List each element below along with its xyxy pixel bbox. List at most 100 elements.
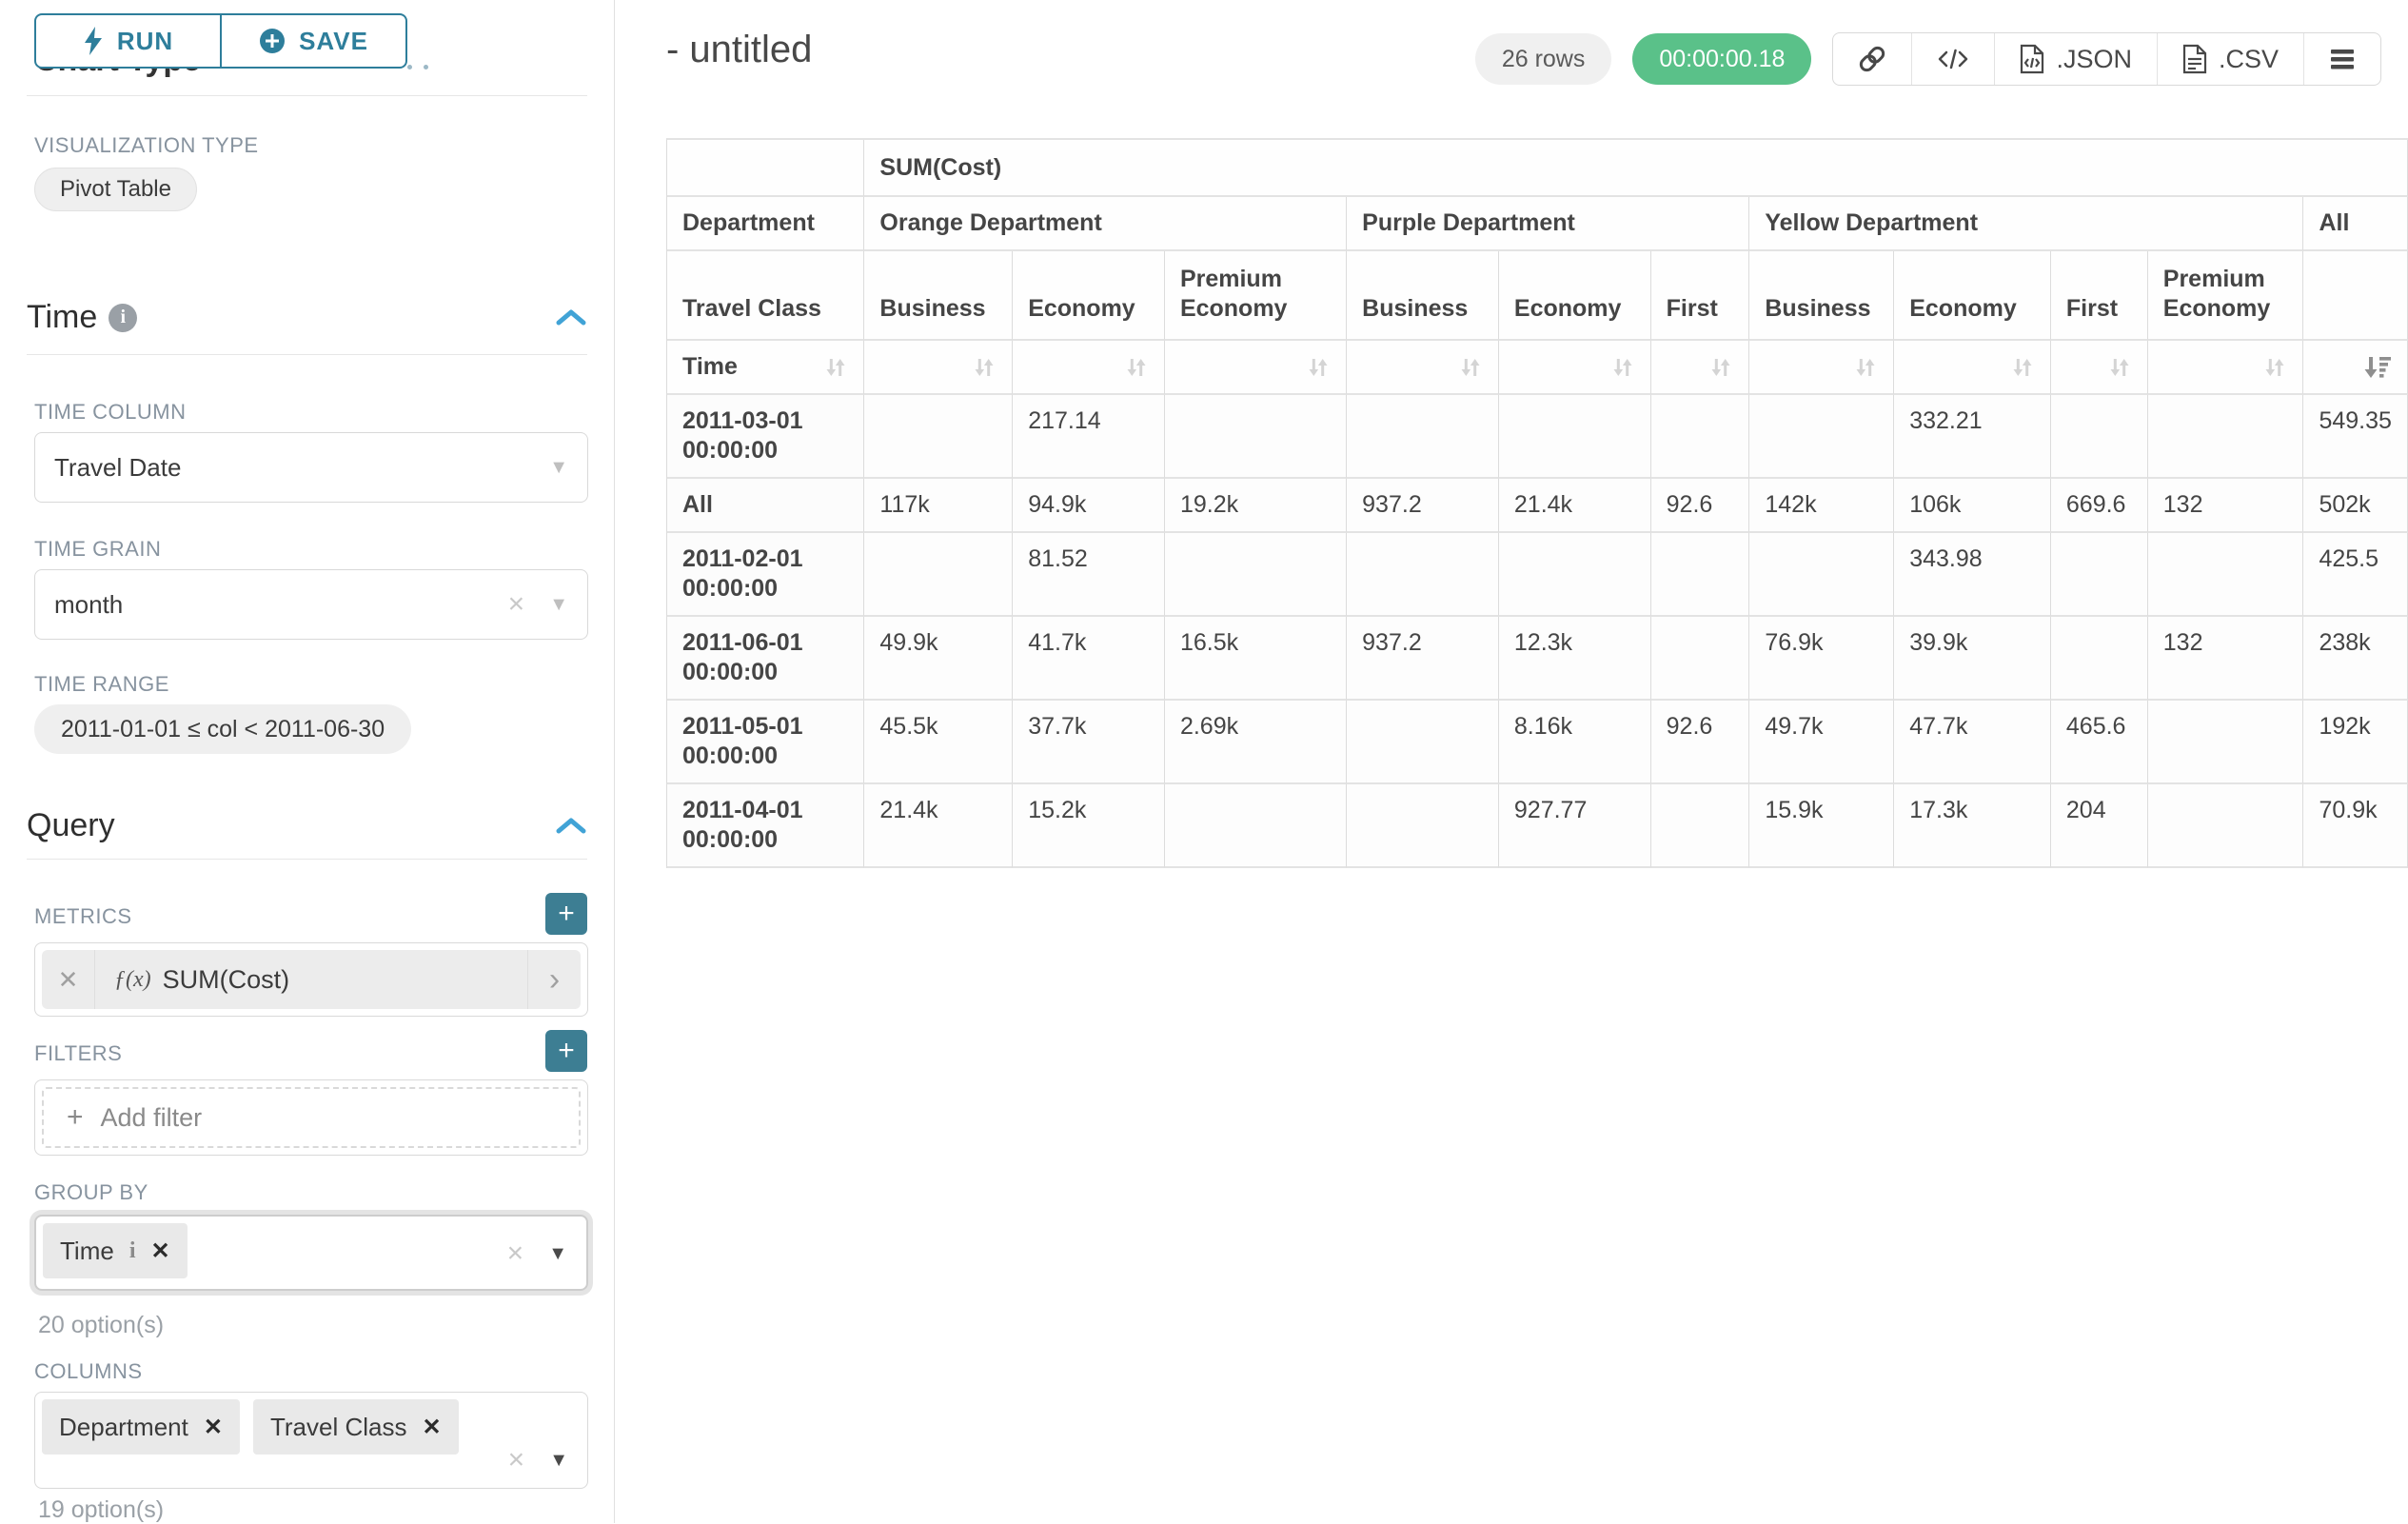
clear-icon[interactable]: × (507, 588, 525, 620)
table-row: 2011-06-01 00:00:00 49.9k 41.7k 16.5k 937.2 1… (667, 617, 2408, 701)
pivot-value-cell: 927.77 (1498, 784, 1651, 868)
metric-name: SUM(Cost) (162, 964, 290, 994)
csv-file-icon (2182, 44, 2207, 74)
sort-icon[interactable] (1124, 355, 1149, 380)
column-header: First (2050, 251, 2148, 341)
pivot-value-cell: 132 (2147, 617, 2304, 701)
column-group-header: Yellow Department (1749, 197, 2304, 251)
group-by-select[interactable]: Time i ✕ × ▼ (34, 1215, 588, 1291)
row-header: 2011-03-01 00:00:00 (667, 395, 865, 479)
pivot-value-cell: 549.35 (2303, 395, 2408, 479)
visualization-type-label: VISUALIZATION TYPE (34, 133, 259, 157)
plus-circle-icon (259, 28, 286, 54)
export-csv-button[interactable]: .CSV (2156, 33, 2303, 85)
plus-icon: + (67, 1101, 84, 1133)
sort-header[interactable] (1013, 341, 1165, 395)
sort-header[interactable] (1894, 341, 2051, 395)
sort-header[interactable] (2050, 341, 2148, 395)
pivot-value-cell: 19.2k (1164, 479, 1348, 533)
pivot-value-cell: 192k (2303, 701, 2408, 784)
sort-header[interactable] (864, 341, 1014, 395)
sort-icon[interactable] (1458, 355, 1483, 380)
sort-header[interactable] (1347, 341, 1499, 395)
pivot-value-cell: 502k (2303, 479, 2408, 533)
sort-icon[interactable] (2107, 355, 2132, 380)
table-row: All 117k 94.9k 19.2k 937.2 21.4k 92.6 142k 106k 6… (667, 479, 2408, 533)
columns-select[interactable]: Department ✕ Travel Class ✕ × ▼ (34, 1392, 588, 1489)
view-query-button[interactable] (1911, 33, 1994, 85)
share-link-button[interactable] (1833, 33, 1911, 85)
clear-icon[interactable]: × (506, 1237, 524, 1269)
sort-header[interactable] (1164, 341, 1348, 395)
pivot-value-cell (1347, 395, 1499, 479)
sort-icon[interactable] (823, 355, 848, 380)
remove-chip-icon[interactable]: ✕ (203, 1414, 223, 1440)
caret-down-icon: ▼ (549, 456, 568, 478)
add-filter-plus-button[interactable]: + (545, 1030, 587, 1072)
pivot-value-cell (864, 395, 1014, 479)
pivot-value-cell: 465.6 (2050, 701, 2148, 784)
save-button[interactable]: SAVE (221, 13, 407, 69)
remove-chip-icon[interactable]: ✕ (150, 1237, 170, 1264)
columns-chip: Department ✕ (42, 1399, 240, 1455)
chevron-right-icon[interactable]: › (527, 950, 581, 1009)
chevron-up-icon[interactable] (555, 308, 587, 327)
pivot-value-cell: 92.6 (1650, 701, 1750, 784)
function-icon: ƒ(x) (114, 966, 151, 992)
pivot-value-cell: 425.5 (2303, 533, 2408, 617)
menu-button[interactable] (2303, 33, 2380, 85)
sort-icon[interactable] (1610, 355, 1635, 380)
sort-header[interactable] (1650, 341, 1750, 395)
row-header: All (667, 479, 865, 533)
pivot-value-cell (1164, 784, 1348, 868)
sort-header[interactable] (2147, 341, 2304, 395)
table-row: 2011-05-01 00:00:00 45.5k 37.7k 2.69k 8.16k 9… (667, 701, 2408, 784)
sort-icon[interactable] (972, 355, 997, 380)
pivot-value-cell: 142k (1749, 479, 1895, 533)
clear-icon[interactable]: × (507, 1444, 525, 1475)
sort-icon[interactable] (2262, 355, 2287, 380)
column-header: First (1650, 251, 1750, 341)
time-axis-header[interactable]: Time (667, 341, 865, 395)
columns-label: COLUMNS (34, 1359, 143, 1383)
sort-header[interactable] (1749, 341, 1895, 395)
sort-icon[interactable] (1306, 355, 1331, 380)
caret-down-icon: ▼ (548, 1242, 567, 1264)
pivot-value-cell: 37.7k (1013, 701, 1165, 784)
sort-icon[interactable] (1708, 355, 1733, 380)
sort-icon[interactable] (1853, 355, 1878, 380)
info-icon: i (128, 1237, 136, 1263)
pivot-value-cell (2050, 395, 2148, 479)
remove-chip-icon[interactable]: ✕ (422, 1414, 442, 1440)
add-metric-button[interactable]: + (545, 893, 587, 935)
visualization-type-pill[interactable]: Pivot Table (34, 168, 197, 211)
pivot-value-cell: 47.7k (1894, 701, 2051, 784)
link-icon (1858, 45, 1886, 73)
column-header: Business (864, 251, 1014, 341)
sort-desc-icon[interactable] (2363, 355, 2392, 380)
caret-down-icon: ▼ (549, 593, 568, 615)
time-range-pill[interactable]: 2011-01-01 ≤ col < 2011-06-30 (34, 704, 412, 754)
export-json-button[interactable]: .JSON (1994, 33, 2157, 85)
sort-header-active[interactable] (2303, 341, 2408, 395)
chart-title[interactable]: - untitled (666, 29, 813, 70)
table-row: 2011-02-01 00:00:00 81.52 343.98 425.5 (667, 533, 2408, 617)
chevron-up-icon[interactable] (555, 817, 587, 836)
control-panel-sidebar: Chart Type RUN SAVE VISUALIZATION TYPE P… (0, 0, 615, 1523)
metric-header: SUM(Cost) (864, 140, 2408, 197)
column-header: Premium Economy (2147, 251, 2304, 341)
pivot-value-cell (1498, 533, 1651, 617)
pivot-value-cell: 41.7k (1013, 617, 1165, 701)
pivot-value-cell: 937.2 (1347, 617, 1499, 701)
remove-metric-icon[interactable]: ✕ (42, 950, 95, 1009)
add-filter-button[interactable]: + Add filter (42, 1087, 581, 1148)
pivot-value-cell (1347, 701, 1499, 784)
metric-pill[interactable]: ✕ ƒ(x) SUM(Cost) › (42, 950, 581, 1009)
sort-icon[interactable] (2010, 355, 2035, 380)
run-button[interactable]: RUN (34, 13, 221, 69)
time-column-select[interactable]: Travel Date ▼ (34, 432, 588, 503)
pivot-value-cell (1749, 533, 1895, 617)
time-grain-select[interactable]: month × ▼ (34, 569, 588, 640)
sort-header[interactable] (1498, 341, 1651, 395)
pivot-value-cell (1749, 395, 1895, 479)
